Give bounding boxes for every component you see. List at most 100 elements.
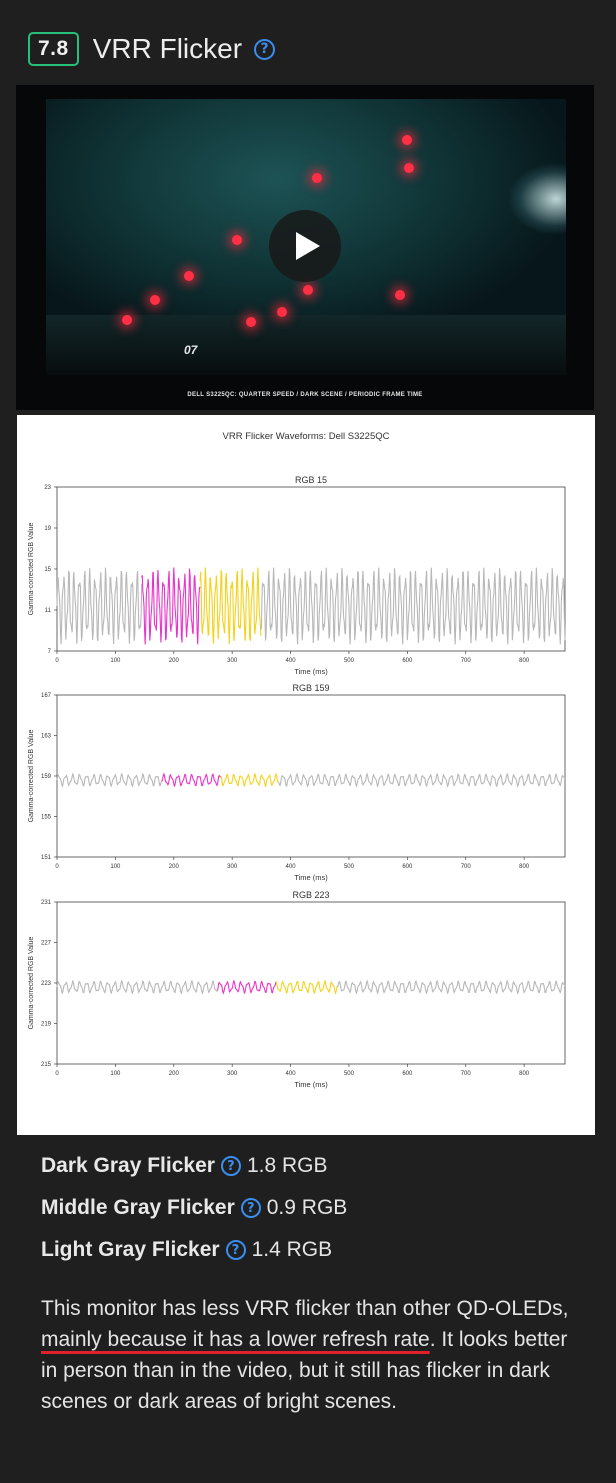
y-axis-label: Gamma-corrected RGB Value bbox=[28, 729, 35, 822]
waveform-series bbox=[199, 567, 262, 645]
waveform-series bbox=[278, 772, 566, 788]
x-tick-label: 0 bbox=[55, 658, 59, 664]
x-tick-label: 300 bbox=[227, 1071, 238, 1077]
x-tick-label: 500 bbox=[344, 658, 355, 664]
red-light bbox=[312, 173, 322, 183]
red-light bbox=[303, 285, 313, 295]
section-title: VRR Flicker bbox=[92, 33, 243, 64]
red-light bbox=[184, 271, 194, 281]
x-tick-label: 300 bbox=[227, 864, 238, 870]
play-icon bbox=[296, 232, 320, 260]
x-tick-label: 100 bbox=[110, 864, 121, 870]
waveform-series bbox=[161, 772, 221, 788]
y-axis-label: Gamma-corrected RGB Value bbox=[28, 936, 35, 1029]
flicker-stats: Dark Gray Flicker ? 1.8 RGB Middle Gray … bbox=[41, 1145, 347, 1271]
x-tick-label: 400 bbox=[286, 658, 297, 664]
y-tick-label: 167 bbox=[41, 693, 52, 699]
y-tick-label: 19 bbox=[44, 526, 51, 532]
stat-label: Light Gray Flicker bbox=[41, 1238, 220, 1261]
video-floor bbox=[46, 315, 566, 375]
x-axis-label: Time (ms) bbox=[294, 1080, 328, 1089]
flicker-waveform-chart: VRR Flicker Waveforms: Dell S3225QC RGB … bbox=[17, 415, 595, 1135]
x-tick-label: 400 bbox=[286, 864, 297, 870]
x-tick-label: 400 bbox=[286, 1071, 297, 1077]
x-tick-label: 700 bbox=[461, 658, 472, 664]
x-tick-label: 600 bbox=[402, 658, 413, 664]
chart-title: VRR Flicker Waveforms: Dell S3225QC bbox=[223, 431, 390, 442]
x-tick-label: 500 bbox=[344, 864, 355, 870]
red-light bbox=[232, 235, 242, 245]
waveform-series bbox=[56, 567, 143, 645]
panel-title: RGB 15 bbox=[295, 475, 327, 485]
red-light bbox=[277, 307, 287, 317]
waveform-series bbox=[217, 979, 277, 995]
y-tick-label: 15 bbox=[44, 567, 51, 573]
scene-number: 07 bbox=[184, 343, 198, 357]
x-tick-label: 700 bbox=[461, 864, 472, 870]
waveform-series bbox=[56, 772, 163, 788]
description-paragraph: This monitor has less VRR flicker than o… bbox=[41, 1293, 581, 1417]
x-tick-label: 0 bbox=[55, 864, 59, 870]
help-icon[interactable]: ? bbox=[240, 1198, 261, 1218]
red-light bbox=[150, 295, 160, 305]
red-light bbox=[122, 315, 132, 325]
help-icon[interactable]: ? bbox=[225, 1240, 246, 1260]
x-axis-label: Time (ms) bbox=[294, 873, 328, 882]
x-tick-label: 800 bbox=[519, 1071, 530, 1077]
waveform-series bbox=[260, 567, 566, 645]
x-tick-label: 100 bbox=[110, 1071, 121, 1077]
y-axis-label: Gamma-corrected RGB Value bbox=[28, 522, 35, 615]
waveform-series bbox=[275, 979, 338, 995]
waveform-series bbox=[220, 772, 279, 788]
red-light bbox=[395, 290, 405, 300]
x-tick-label: 600 bbox=[402, 1071, 413, 1077]
x-tick-label: 200 bbox=[169, 864, 180, 870]
x-tick-label: 800 bbox=[519, 658, 530, 664]
description-text: This monitor has less VRR flicker than o… bbox=[41, 1297, 569, 1320]
video-player[interactable]: 07 DELL S3225QC: QUARTER SPEED / DARK SC… bbox=[16, 85, 594, 410]
red-light bbox=[246, 317, 256, 327]
x-tick-label: 300 bbox=[227, 658, 238, 664]
y-tick-label: 7 bbox=[48, 649, 52, 655]
section-header: 7.8 VRR Flicker ? bbox=[28, 30, 276, 68]
waveform-series bbox=[56, 979, 218, 995]
y-tick-label: 11 bbox=[45, 608, 52, 614]
help-icon[interactable]: ? bbox=[254, 38, 276, 60]
red-light bbox=[402, 135, 412, 145]
y-tick-label: 227 bbox=[41, 941, 52, 947]
x-tick-label: 800 bbox=[519, 864, 530, 870]
y-tick-label: 231 bbox=[41, 900, 52, 906]
red-light bbox=[404, 163, 414, 173]
x-tick-label: 700 bbox=[461, 1071, 472, 1077]
video-caption: DELL S3225QC: QUARTER SPEED / DARK SCENE… bbox=[187, 392, 423, 398]
y-tick-label: 159 bbox=[41, 774, 52, 780]
stat-label: Dark Gray Flicker bbox=[41, 1154, 215, 1177]
x-tick-label: 200 bbox=[169, 1071, 180, 1077]
help-icon[interactable]: ? bbox=[220, 1156, 241, 1176]
stat-value: 1.4 RGB bbox=[251, 1238, 333, 1261]
y-tick-label: 155 bbox=[41, 815, 52, 821]
play-button[interactable] bbox=[269, 210, 341, 282]
stat-value: 0.9 RGB bbox=[266, 1196, 348, 1219]
x-tick-label: 200 bbox=[169, 658, 180, 664]
x-tick-label: 600 bbox=[402, 864, 413, 870]
y-tick-label: 163 bbox=[41, 734, 52, 740]
y-tick-label: 215 bbox=[41, 1062, 52, 1068]
score-badge: 7.8 bbox=[28, 32, 79, 66]
stat-row-dark-gray: Dark Gray Flicker ? 1.8 RGB bbox=[41, 1145, 347, 1187]
waveform-chart-svg: VRR Flicker Waveforms: Dell S3225QC RGB … bbox=[28, 431, 566, 1089]
waveform-series bbox=[336, 979, 566, 995]
stat-label: Middle Gray Flicker bbox=[41, 1196, 235, 1219]
stat-row-light-gray: Light Gray Flicker ? 1.4 RGB bbox=[41, 1229, 347, 1271]
x-tick-label: 0 bbox=[55, 1071, 59, 1077]
panel-title: RGB 223 bbox=[292, 890, 329, 900]
y-tick-label: 219 bbox=[41, 1022, 52, 1028]
y-tick-label: 23 bbox=[44, 485, 51, 491]
x-axis-label: Time (ms) bbox=[294, 667, 328, 676]
description-text: . It looks better in person than in the … bbox=[41, 1328, 568, 1413]
stat-value: 1.8 RGB bbox=[246, 1154, 328, 1177]
x-tick-label: 500 bbox=[344, 1071, 355, 1077]
waveform-series bbox=[141, 567, 201, 645]
y-tick-label: 223 bbox=[41, 981, 52, 987]
plot-frame bbox=[56, 486, 566, 652]
